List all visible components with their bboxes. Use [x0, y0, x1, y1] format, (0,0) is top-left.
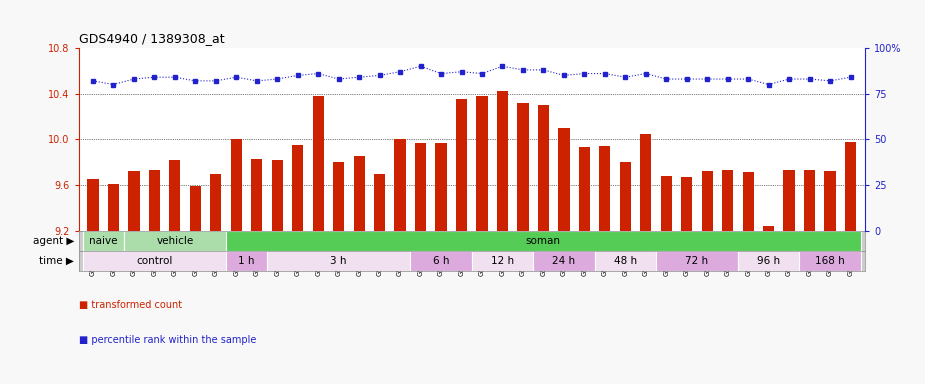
Bar [497, 91, 508, 230]
Bar [476, 96, 487, 230]
Bar [415, 143, 426, 230]
Bar [411, 251, 472, 271]
Bar [210, 174, 221, 230]
Bar [353, 156, 364, 230]
Bar [579, 147, 590, 230]
Bar [230, 139, 242, 230]
Bar [267, 251, 411, 271]
Bar [660, 176, 672, 230]
Bar [681, 177, 693, 230]
Bar [394, 139, 406, 230]
Text: 168 h: 168 h [815, 256, 845, 266]
Bar [129, 171, 140, 230]
Bar [722, 170, 734, 230]
Text: ■ percentile rank within the sample: ■ percentile rank within the sample [79, 335, 256, 345]
Bar [595, 251, 656, 271]
Bar [87, 179, 99, 230]
Text: 48 h: 48 h [614, 256, 637, 266]
Bar [559, 128, 570, 230]
Text: 24 h: 24 h [552, 256, 575, 266]
Bar [599, 146, 610, 230]
Bar [517, 103, 528, 230]
Bar [656, 251, 738, 271]
Bar [640, 134, 651, 230]
Bar [701, 171, 713, 230]
Text: control: control [136, 256, 173, 266]
Bar [374, 174, 385, 230]
Bar [783, 170, 795, 230]
Bar [226, 230, 861, 251]
Text: 96 h: 96 h [757, 256, 780, 266]
Bar [149, 170, 160, 230]
Bar [108, 184, 119, 230]
Text: 1 h: 1 h [239, 256, 254, 266]
Bar [533, 251, 595, 271]
Bar [82, 230, 124, 251]
Text: vehicle: vehicle [156, 236, 193, 246]
Text: naive: naive [89, 236, 117, 246]
Bar [456, 99, 467, 230]
Text: 72 h: 72 h [685, 256, 709, 266]
Bar [799, 251, 861, 271]
Text: soman: soman [526, 236, 561, 246]
Bar [313, 96, 324, 230]
Bar [190, 186, 201, 230]
Bar [845, 142, 857, 230]
Bar [272, 160, 283, 230]
Bar [472, 251, 533, 271]
Bar [436, 143, 447, 230]
Bar [537, 105, 549, 230]
Bar [251, 159, 263, 230]
Bar [226, 251, 267, 271]
Bar [169, 160, 180, 230]
Bar [763, 226, 774, 230]
Text: agent ▶: agent ▶ [32, 236, 74, 246]
Bar [804, 170, 815, 230]
Bar [292, 145, 303, 230]
Bar [333, 162, 344, 230]
Text: time ▶: time ▶ [39, 256, 74, 266]
Text: 3 h: 3 h [330, 256, 347, 266]
Bar [743, 172, 754, 230]
Bar [82, 251, 226, 271]
Text: ■ transformed count: ■ transformed count [79, 300, 181, 310]
Text: GDS4940 / 1389308_at: GDS4940 / 1389308_at [79, 32, 224, 45]
Text: 12 h: 12 h [491, 256, 514, 266]
Text: 6 h: 6 h [433, 256, 450, 266]
Bar [824, 171, 835, 230]
Bar [124, 230, 226, 251]
Bar [620, 162, 631, 230]
Bar [738, 251, 799, 271]
